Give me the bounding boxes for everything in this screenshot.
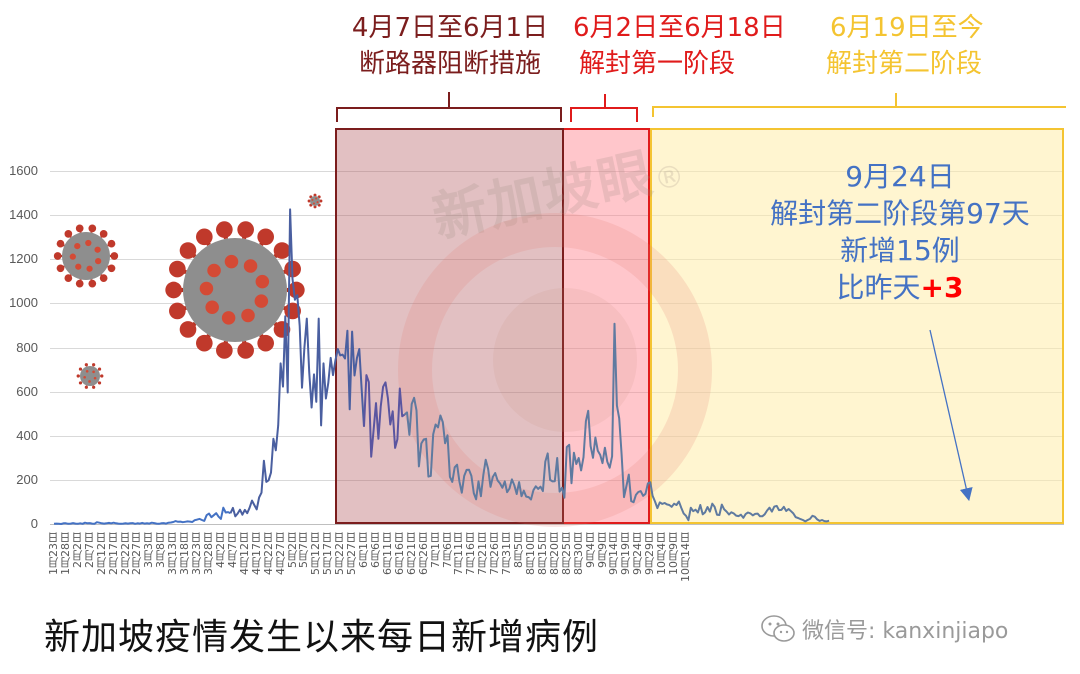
x-tick-label: 6月11日 bbox=[380, 532, 394, 575]
gridline bbox=[50, 435, 1064, 437]
x-tick-label: 6月16日 bbox=[392, 532, 406, 575]
x-tick-label: 9月9日 bbox=[595, 532, 609, 568]
gridline bbox=[50, 347, 1064, 349]
x-tick-label: 7月26日 bbox=[488, 532, 502, 575]
x-tick-label: 5月27日 bbox=[345, 532, 359, 575]
x-tick-label: 1月23日 bbox=[47, 532, 60, 575]
x-tick-label: 3月18日 bbox=[178, 532, 192, 575]
x-tick-label: 8月5日 bbox=[512, 532, 526, 568]
y-tick-label: 200 bbox=[16, 471, 38, 487]
region-braces bbox=[336, 92, 1066, 122]
watermark-logo-icon bbox=[398, 213, 712, 527]
y-tick-label: 0 bbox=[30, 516, 38, 531]
chart-title: 新加坡疫情发生以来每日新增病例 bbox=[44, 617, 600, 658]
x-tick-label: 1月28日 bbox=[58, 532, 72, 575]
x-tick-label: 5月17日 bbox=[321, 532, 335, 575]
y-tick-label: 800 bbox=[16, 339, 38, 355]
x-tick-label: 6月26日 bbox=[416, 532, 430, 575]
y-tick-label: 1000 bbox=[9, 295, 38, 311]
line-series bbox=[53, 208, 830, 525]
x-tick-label: 8月20日 bbox=[547, 532, 561, 575]
delta-value: +3 bbox=[920, 271, 964, 304]
x-tick-label: 3月8日 bbox=[154, 532, 168, 568]
gridline bbox=[50, 303, 1064, 305]
x-tick-label: 4月2日 bbox=[213, 532, 227, 568]
x-tick-label: 2月7日 bbox=[82, 532, 96, 568]
x-tick-label: 9月29日 bbox=[643, 532, 657, 575]
x-tick-label: 3月3日 bbox=[142, 532, 156, 568]
y-tick-label: 1200 bbox=[9, 251, 38, 267]
annotation-arrow bbox=[929, 329, 973, 502]
gridline bbox=[50, 259, 1064, 261]
x-tick-label: 7月6日 bbox=[440, 532, 454, 568]
x-tick-label: 4月22日 bbox=[261, 532, 275, 575]
x-tick-label: 10月14日 bbox=[679, 532, 693, 582]
virus-large-icon bbox=[165, 221, 305, 359]
x-tick-label: 9月19日 bbox=[619, 532, 633, 575]
x-tick-label: 7月21日 bbox=[476, 532, 490, 575]
x-tick-label: 4月12日 bbox=[237, 532, 251, 575]
y-tick-label: 400 bbox=[16, 427, 38, 443]
x-tick-label: 6月21日 bbox=[404, 532, 418, 575]
wechat-id: 微信号: kanxinjiapo bbox=[760, 613, 1008, 645]
x-tick-label: 8月30日 bbox=[571, 532, 585, 575]
x-tick-label: 5月22日 bbox=[333, 532, 347, 575]
x-tick-label: 8月15日 bbox=[535, 532, 549, 575]
x-tick-label: 7月31日 bbox=[500, 532, 514, 575]
x-tick-label: 4月27日 bbox=[273, 532, 287, 575]
x-tick-label: 2月12日 bbox=[94, 532, 108, 575]
region-label-phase-two: 6月19日至今 解封第二阶段 bbox=[826, 13, 984, 79]
gridline bbox=[50, 171, 1064, 172]
x-tick-label: 9月24日 bbox=[631, 532, 645, 575]
x-tick-label: 3月28日 bbox=[202, 532, 216, 575]
x-tick-label: 8月10日 bbox=[524, 532, 537, 575]
x-tick-label: 6月6日 bbox=[368, 532, 382, 568]
virus-icon bbox=[53, 224, 119, 288]
gridline bbox=[50, 524, 1064, 525]
x-tick-label: 2月22日 bbox=[118, 532, 132, 575]
region-label-circuit-breaker: 4月7日至6月1日 断路器阻断措施 bbox=[351, 13, 549, 79]
region-label-phase-one: 6月2日至6月18日 解封第一阶段 bbox=[573, 13, 786, 79]
x-tick-label: 2月2日 bbox=[70, 532, 84, 568]
x-tick-label: 9月14日 bbox=[607, 532, 621, 575]
x-tick-label: 9月4日 bbox=[583, 532, 597, 568]
region-phase-two bbox=[650, 128, 1064, 524]
x-tick-label: 3月23日 bbox=[190, 532, 204, 575]
x-tick-label: 6月1日 bbox=[357, 532, 371, 568]
x-tick-label: 3月13日 bbox=[166, 532, 180, 575]
x-tick-label: 7月16日 bbox=[464, 532, 478, 575]
x-tick-label: 8月25日 bbox=[559, 532, 573, 575]
gridline bbox=[50, 391, 1064, 393]
x-tick-label: 5月2日 bbox=[285, 532, 299, 568]
gridline bbox=[50, 215, 1064, 217]
virus-tiny-icon bbox=[307, 193, 323, 209]
wechat-icon bbox=[761, 615, 795, 642]
virus-small-icon bbox=[76, 363, 104, 389]
gridline bbox=[50, 479, 1064, 481]
x-tick-label: 5月12日 bbox=[309, 532, 323, 575]
x-tick-label: 4月7日 bbox=[225, 532, 239, 568]
x-tick-label: 7月11日 bbox=[452, 532, 466, 575]
x-tick-label: 10月4日 bbox=[655, 532, 669, 575]
x-tick-label: 2月27日 bbox=[130, 532, 144, 575]
annotation-callout: 9月24日 解封第二阶段第97天 新增15例 比昨天+3 bbox=[770, 160, 1030, 304]
y-tick-label: 600 bbox=[16, 383, 38, 399]
x-tick-label: 4月17日 bbox=[249, 532, 263, 575]
x-tick-label: 2月17日 bbox=[106, 532, 120, 575]
y-tick-label: 1400 bbox=[9, 207, 38, 223]
y-tick-label: 1600 bbox=[9, 163, 38, 178]
x-tick-label: 7月1日 bbox=[428, 532, 442, 568]
x-tick-label: 5月7日 bbox=[297, 532, 311, 568]
x-tick-label: 10月9日 bbox=[667, 532, 681, 575]
